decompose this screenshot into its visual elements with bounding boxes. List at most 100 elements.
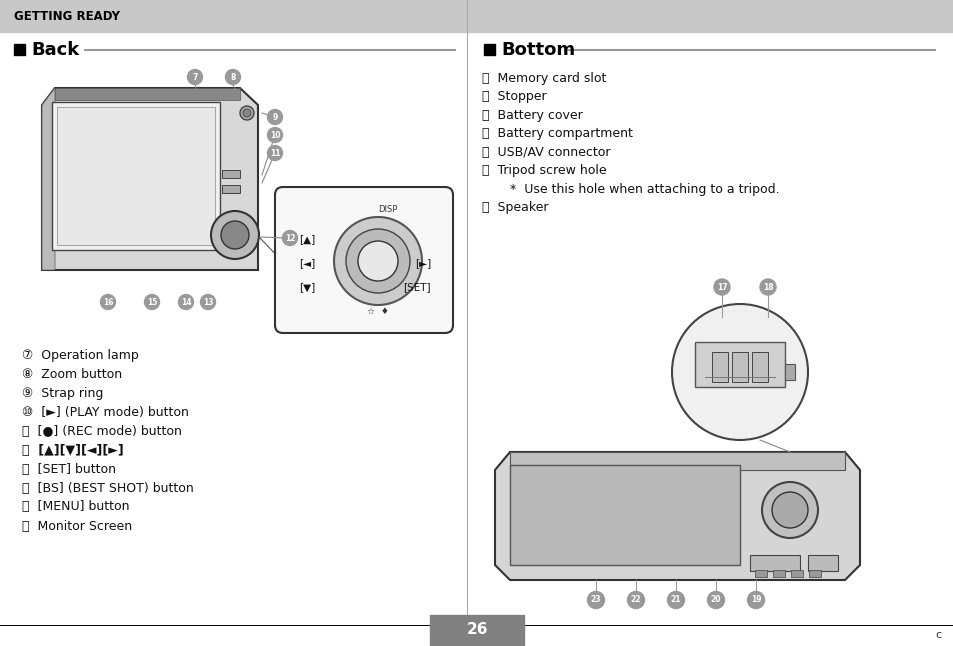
Circle shape [357,241,397,281]
Text: ⑫  [▲][▼][◄][►]: ⑫ [▲][▼][◄][►] [22,444,124,457]
Bar [807,555,837,571]
Circle shape [225,70,240,85]
Bar [790,570,802,577]
Text: 7: 7 [193,72,197,81]
Text: ⑱  Stopper: ⑱ Stopper [481,90,546,103]
Text: 14: 14 [180,298,191,306]
Bar [57,107,214,245]
Bar [430,615,523,646]
Text: 21: 21 [670,596,680,605]
Circle shape [771,492,807,528]
Bar [0,0,953,32]
Bar [483,44,495,55]
Text: 17: 17 [716,282,726,291]
Text: [◄]: [◄] [298,258,314,268]
Text: ⑩  [►] (PLAY mode) button: ⑩ [►] (PLAY mode) button [22,406,189,419]
Text: Bottom: Bottom [500,41,575,59]
Bar [14,44,25,55]
Text: ⑦  Operation lamp: ⑦ Operation lamp [22,348,138,362]
Text: ⑰  Memory card slot: ⑰ Memory card slot [481,72,606,85]
Text: [►]: [►] [415,258,431,268]
Circle shape [211,211,258,259]
Polygon shape [42,88,257,270]
Circle shape [144,295,159,309]
Bar [222,170,240,178]
Circle shape [747,592,763,609]
Text: ☆  ♦: ☆ ♦ [367,306,389,315]
Text: 12: 12 [284,233,294,242]
Polygon shape [55,88,240,100]
Circle shape [627,592,644,609]
Text: ⑲  Battery cover: ⑲ Battery cover [481,109,582,121]
Bar [510,465,740,565]
Text: ⑯  Monitor Screen: ⑯ Monitor Screen [22,519,132,532]
Circle shape [760,279,775,295]
Bar [754,570,766,577]
Circle shape [221,221,249,249]
Polygon shape [42,88,55,270]
Text: [▼]: [▼] [298,282,314,292]
Text: ⑵  Tripod screw hole: ⑵ Tripod screw hole [481,164,606,177]
Text: DISP: DISP [378,205,397,213]
Polygon shape [510,452,844,470]
Text: 19: 19 [750,596,760,605]
Circle shape [200,295,215,309]
Circle shape [100,295,115,309]
Text: ⑴  USB/AV connector: ⑴ USB/AV connector [481,145,610,158]
Bar [808,570,821,577]
Text: ⑭  [BS] (BEST SHOT) button: ⑭ [BS] (BEST SHOT) button [22,481,193,494]
Text: GETTING READY: GETTING READY [14,10,120,23]
Text: ⑨  Strap ring: ⑨ Strap ring [22,386,103,399]
Circle shape [713,279,729,295]
Text: 10: 10 [270,130,280,140]
Text: *  Use this hole when attaching to a tripod.: * Use this hole when attaching to a trip… [481,183,779,196]
Circle shape [587,592,604,609]
Circle shape [178,295,193,309]
Text: ⑶  Speaker: ⑶ Speaker [481,201,548,214]
Polygon shape [495,452,859,580]
Circle shape [267,127,282,143]
Text: 26: 26 [466,623,487,638]
Text: [▲]: [▲] [298,234,314,244]
Text: [SET]: [SET] [403,282,431,292]
Bar [772,570,784,577]
Circle shape [671,304,807,440]
Circle shape [346,229,410,293]
Text: 11: 11 [270,149,280,158]
Text: c: c [935,630,941,640]
Bar [52,102,220,250]
Bar [749,555,800,571]
Circle shape [240,106,253,120]
Circle shape [334,217,421,305]
Text: 22: 22 [630,596,640,605]
FancyBboxPatch shape [274,187,453,333]
Text: ⑳  Battery compartment: ⑳ Battery compartment [481,127,632,140]
Text: 13: 13 [203,298,213,306]
Text: 16: 16 [103,298,113,306]
Bar [751,352,767,382]
Text: 23: 23 [590,596,600,605]
Text: Back: Back [30,41,79,59]
Circle shape [267,145,282,160]
Bar [731,352,747,382]
Circle shape [243,109,251,117]
Bar [695,342,784,387]
Circle shape [667,592,684,609]
Circle shape [761,482,817,538]
Text: 18: 18 [761,282,773,291]
Polygon shape [784,364,794,380]
Bar [711,352,727,382]
Text: 9: 9 [273,112,277,121]
Text: 15: 15 [147,298,157,306]
Text: 20: 20 [710,596,720,605]
Text: ⑪  [●] (REC mode) button: ⑪ [●] (REC mode) button [22,424,182,437]
Circle shape [282,231,297,245]
Text: ⑮  [MENU] button: ⑮ [MENU] button [22,501,130,514]
Text: ⑧  Zoom button: ⑧ Zoom button [22,368,122,380]
Text: ⑬  [SET] button: ⑬ [SET] button [22,463,116,475]
Circle shape [267,110,282,125]
Text: 8: 8 [230,72,235,81]
Bar [222,185,240,193]
Circle shape [188,70,202,85]
Circle shape [707,592,723,609]
